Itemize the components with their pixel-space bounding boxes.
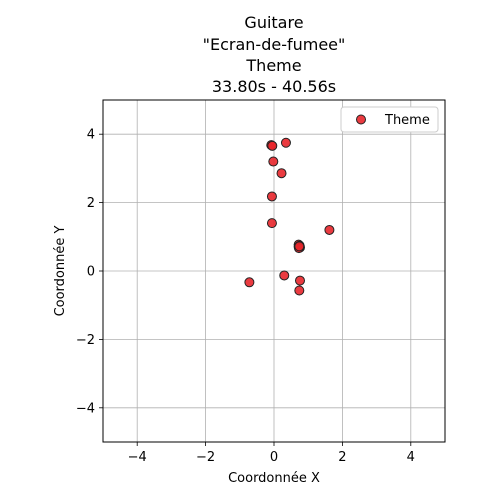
legend: Theme: [340, 106, 439, 133]
y-axis-label: Coordonnée Y: [53, 226, 68, 317]
y-tick-label: 0: [87, 265, 95, 280]
scatter-point: [266, 191, 277, 202]
y-tick-label: −2: [76, 333, 95, 348]
plot-area-frame: [102, 99, 446, 443]
scatter-point: [324, 224, 335, 235]
scatter-point: [294, 241, 305, 252]
legend-frame: [340, 106, 439, 133]
scatter-point: [294, 275, 305, 286]
scatter-point: [294, 285, 305, 296]
chart-title: Guitare "Ecran-de-fumee" Theme 33.80s - …: [203, 13, 346, 96]
x-tick-label: 4: [407, 450, 415, 465]
data-points: [244, 137, 335, 296]
y-tick-label: −4: [76, 401, 95, 416]
title-line-4: 33.80s - 40.56s: [212, 77, 336, 96]
scatter-point: [276, 168, 287, 179]
grid-lines: [103, 100, 445, 442]
scatter-point: [279, 270, 290, 281]
scatter-point: [268, 156, 279, 167]
scatter-point: [280, 137, 291, 148]
y-tick-label: 2: [87, 196, 95, 211]
y-tick-label: 4: [87, 128, 95, 143]
x-axis-label: Coordonnée X: [228, 471, 320, 486]
x-tick-label: −4: [128, 450, 147, 465]
scatter-point: [244, 277, 255, 288]
x-tick-label: 2: [338, 450, 346, 465]
axis-ticks: −4 −2 0 2 4 −4 −2 0 2 4: [76, 128, 415, 465]
scatter-point: [267, 140, 278, 151]
x-tick-label: −2: [196, 450, 215, 465]
scatter-point: [266, 218, 277, 229]
legend-marker-theme: [356, 114, 366, 125]
title-line-3: Theme: [245, 56, 301, 75]
x-tick-label: 0: [270, 450, 278, 465]
legend-label-theme: Theme: [384, 113, 430, 128]
title-line-1: Guitare: [244, 13, 303, 32]
title-line-2: "Ecran-de-fumee": [203, 35, 346, 54]
